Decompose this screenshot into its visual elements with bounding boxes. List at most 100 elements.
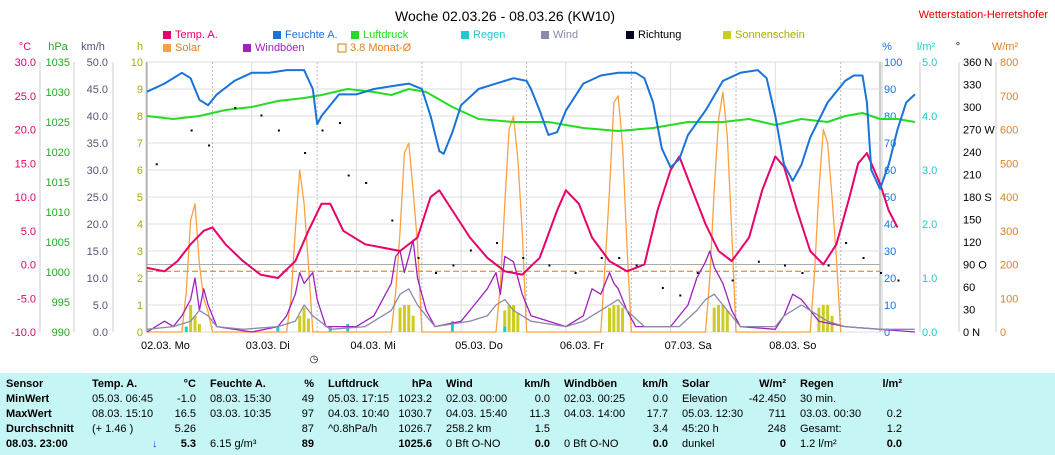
- axis-tick-label: 30: [884, 246, 896, 258]
- axis-tick-label: 45.0: [87, 84, 108, 96]
- plot-area: [146, 61, 916, 333]
- direction-point: [452, 264, 455, 267]
- direction-point: [827, 264, 830, 267]
- table-header-unit: %: [304, 378, 314, 390]
- table-header-unit: W/m²: [759, 378, 786, 390]
- axis-tick-label: 60: [963, 282, 975, 294]
- axis-tick-label: 10: [884, 300, 896, 312]
- axis-tick-label: 4.0: [922, 111, 937, 123]
- table-cell-text: 1.2 l/m²: [800, 438, 837, 450]
- table-cell-text: 04.03. 15:40: [446, 408, 508, 420]
- axis-tick-label: 20: [884, 273, 896, 285]
- axis-unit-label: %: [882, 41, 892, 53]
- direction-point: [234, 107, 237, 109]
- axis-tick-label: 40.0: [87, 111, 108, 123]
- axis-tick-label: 1015: [46, 177, 70, 189]
- sunshine-bar: [725, 310, 729, 332]
- legend-swatch: [626, 31, 634, 39]
- axis-tick-label: 240: [963, 147, 981, 159]
- table-header-label: Sensor: [6, 378, 44, 390]
- legend-label: 3.8 Monat-Ø: [350, 42, 412, 54]
- axis-tick-label: 0.0: [922, 327, 937, 339]
- table-header-unit: km/h: [642, 378, 668, 390]
- table-row-label: Durchschnitt: [6, 423, 74, 435]
- table-cell-value: 89: [301, 438, 314, 450]
- table-cell-text: 30 min.: [800, 393, 837, 405]
- legend-label: Richtung: [638, 29, 681, 41]
- table-cell-value: 1.2: [886, 423, 902, 435]
- axis-unit-label: l/m²: [917, 41, 936, 53]
- table-cell-value: 17.7: [646, 408, 668, 420]
- table-cell-value: 11.3: [529, 408, 550, 420]
- axis-tick-label: 90 O: [963, 260, 987, 272]
- table-cell-value: 711: [768, 408, 786, 420]
- table-cell-text: 08.03. 15:30: [210, 393, 272, 405]
- axis-tick-label: 15.0: [87, 246, 108, 258]
- axis-tick-label: 40: [884, 219, 896, 231]
- table-header-label: Wind: [446, 378, 473, 390]
- table-cell-value: 0.2: [886, 408, 902, 420]
- legend-label: Wind: [553, 29, 578, 41]
- axis-tick-label: 180 S: [963, 192, 992, 204]
- sunshine-bar: [411, 315, 415, 332]
- axis-tick-label: 3: [137, 246, 143, 258]
- sunshine-bar: [621, 307, 625, 332]
- axis-unit-label: km/h: [81, 41, 105, 53]
- sunshine-bar: [197, 323, 201, 332]
- legend-swatch: [723, 31, 731, 39]
- axis-tick-label: 1025: [46, 117, 70, 129]
- table-cell-value: 0.0: [534, 438, 550, 450]
- table-cell-value: -42.450: [748, 393, 786, 405]
- direction-point: [496, 242, 499, 244]
- axis-tick-label: 1000: [46, 267, 70, 279]
- table-cell-text: 03.03. 10:35: [210, 408, 272, 420]
- table-cell-value: 1030.7: [398, 408, 432, 420]
- day-label: 08.03. So: [769, 340, 816, 352]
- table-cell-text: 05.03. 17:15: [328, 393, 390, 405]
- axis-tick-label: 0 N: [963, 327, 980, 339]
- direction-point: [260, 114, 263, 117]
- table-cell-text: 04.03. 10:40: [328, 408, 390, 420]
- legend-label: Sonnenschein: [735, 29, 805, 41]
- direction-point: [522, 257, 525, 259]
- axis-tick-label: 0: [884, 327, 890, 339]
- axis-tick-label: 8: [137, 111, 143, 123]
- axis-tick-label: 1005: [46, 237, 70, 249]
- axis-tick-label: 150: [963, 215, 981, 227]
- table-cell-text: 08.03. 15:10: [92, 408, 154, 420]
- legend-label: Temp. A.: [175, 29, 218, 41]
- statistics-table: Sensor Temp. A. °C Feuchte A.% Luftdruck hPa W…: [0, 373, 1055, 455]
- table-cell-value: 1023.2: [398, 393, 432, 405]
- axis-tick-label: 0.0: [21, 260, 36, 272]
- table-header-label: Luftdruck: [328, 378, 379, 390]
- direction-point: [880, 272, 882, 274]
- axis-unit-label: hPa: [48, 41, 68, 53]
- axis-unit-label: °: [956, 41, 960, 53]
- axis-tick-label: 1: [137, 300, 143, 312]
- direction-point: [548, 264, 551, 267]
- sunshine-bar: [717, 305, 721, 332]
- axis-tick-label: 90: [884, 84, 896, 96]
- table-cell-value: 5.3: [180, 438, 196, 450]
- direction-point: [155, 163, 158, 166]
- brand-label: Wetterstation-Herretshofer: [919, 9, 1049, 21]
- day-label: 03.03. Di: [246, 340, 290, 352]
- table-header-unit: l/m²: [882, 378, 902, 390]
- legend-label: Windböen: [255, 42, 305, 54]
- table-cell-arrow: ↓: [152, 438, 158, 450]
- rain-bar: [184, 326, 188, 332]
- direction-point: [321, 129, 324, 132]
- table-cell-text: (+ 1.46 ): [92, 423, 134, 435]
- sunshine-bar: [193, 315, 197, 332]
- time-marker-icon: ◷: [310, 354, 319, 365]
- legend-swatch: [337, 43, 347, 53]
- axis-tick-label: 5.0: [21, 226, 36, 238]
- direction-point: [338, 122, 341, 124]
- table-cell-text: 258.2 km: [446, 423, 492, 435]
- direction-point: [696, 272, 699, 274]
- table-cell-value: 87: [301, 423, 314, 435]
- table-cell-value: 1026.7: [398, 423, 432, 435]
- axis-tick-label: 210: [963, 170, 981, 182]
- series-line-tempa: [146, 152, 899, 279]
- sunshine-bar: [398, 307, 402, 332]
